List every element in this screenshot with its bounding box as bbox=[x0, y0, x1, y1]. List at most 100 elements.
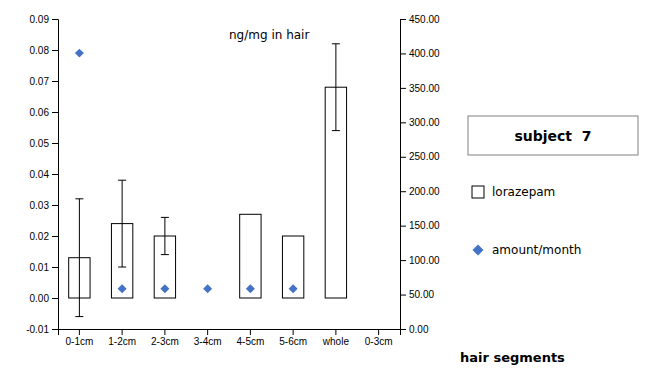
y-tick-mark bbox=[52, 174, 58, 175]
y2-tick: 350.00 bbox=[400, 83, 440, 94]
error-bar bbox=[332, 44, 340, 131]
title-box bbox=[468, 116, 638, 155]
point bbox=[246, 284, 255, 293]
bar bbox=[240, 214, 261, 298]
y2-tick: 150.00 bbox=[400, 220, 440, 231]
error-bar-cap bbox=[161, 217, 169, 218]
y-tick-label: 0.06 bbox=[30, 107, 50, 118]
x-tick: 3-4cm bbox=[194, 329, 222, 347]
y-tick-mark bbox=[52, 205, 58, 206]
x-tick-label: 1-2cm bbox=[108, 336, 136, 347]
y2-tick-label: 100.00 bbox=[409, 255, 440, 266]
bar bbox=[282, 236, 303, 298]
y2-tick-mark bbox=[400, 53, 406, 54]
y2-tick-label: 50.00 bbox=[409, 289, 434, 300]
point bbox=[203, 284, 212, 293]
y-tick-mark bbox=[52, 143, 58, 144]
error-bar bbox=[75, 199, 83, 317]
x-tick: 0-3cm bbox=[365, 329, 393, 347]
point-series bbox=[75, 49, 298, 294]
y-tick-label: 0.04 bbox=[30, 169, 50, 180]
error-bar bbox=[118, 180, 126, 267]
y2-tick-mark bbox=[400, 19, 406, 20]
y-tick-label: 0.08 bbox=[30, 45, 50, 56]
y2-tick-label: 450.00 bbox=[409, 14, 440, 25]
y2-tick: 0.00 bbox=[400, 324, 429, 335]
y-tick: 0.07 bbox=[30, 76, 58, 87]
error-bar-line bbox=[79, 199, 80, 317]
y-tick: 0.00 bbox=[30, 293, 58, 304]
y-label: ng/mg in hair bbox=[229, 28, 309, 42]
x-tick: 0-1cm bbox=[65, 329, 93, 347]
y-tick-mark bbox=[52, 329, 58, 330]
x-tick-mark bbox=[207, 329, 208, 335]
x-tick-mark bbox=[378, 329, 379, 335]
error-bar-cap bbox=[161, 254, 169, 255]
y2-tick-mark bbox=[400, 329, 406, 330]
y-tick-mark bbox=[52, 267, 58, 268]
y2-tick-mark bbox=[400, 191, 406, 192]
y-tick-label: 0.07 bbox=[30, 76, 50, 87]
x-tick: 1-2cm bbox=[108, 329, 136, 347]
x-tick-label: 0-1cm bbox=[65, 336, 93, 347]
point bbox=[118, 284, 127, 293]
y-tick-label: 0.05 bbox=[30, 138, 50, 149]
error-bar-cap bbox=[118, 267, 126, 268]
point bbox=[289, 284, 298, 293]
y2-tick: 250.00 bbox=[400, 151, 440, 162]
y-tick: 0.08 bbox=[30, 45, 58, 56]
point bbox=[75, 49, 84, 58]
y2-tick: 100.00 bbox=[400, 255, 440, 266]
y-tick-label: 0.01 bbox=[30, 262, 50, 273]
y2-tick-mark bbox=[400, 88, 406, 89]
legend-label: amount/month bbox=[492, 243, 581, 257]
y-tick-label: -0.01 bbox=[26, 324, 49, 335]
x-tick-mark bbox=[335, 329, 336, 335]
y-tick-mark bbox=[52, 50, 58, 51]
x-tick-mark bbox=[122, 329, 123, 335]
bar bbox=[197, 298, 218, 299]
y2-tick: 50.00 bbox=[400, 289, 434, 300]
x-tick-mark bbox=[164, 329, 165, 335]
x-tick-label: 0-3cm bbox=[365, 336, 393, 347]
y2-axis: 0.00 50.00 100.00 150.00 200.00 250.00 300.00 3… bbox=[400, 14, 440, 335]
y-tick: 0.04 bbox=[30, 169, 58, 180]
y2-tick-mark bbox=[400, 157, 406, 158]
x-tick-mark bbox=[293, 329, 294, 335]
x-tick-mark bbox=[79, 329, 80, 335]
x-tick-label: 2-3cm bbox=[151, 336, 179, 347]
error-bar-cap bbox=[332, 130, 340, 131]
x-tick: whole bbox=[322, 329, 350, 347]
point bbox=[160, 284, 169, 293]
y-tick-mark bbox=[52, 112, 58, 113]
x-tick-label: 4-5cm bbox=[236, 336, 264, 347]
y-tick: 0.01 bbox=[30, 262, 58, 273]
x-tick: 5-6cm bbox=[279, 329, 307, 347]
error-bar-line bbox=[122, 180, 123, 267]
error-bar-cap bbox=[332, 43, 340, 44]
y-tick-label: 0.09 bbox=[30, 14, 50, 25]
error-bar-cap bbox=[75, 316, 83, 317]
y-tick: 0.05 bbox=[30, 138, 58, 149]
y2-tick-label: 0.00 bbox=[409, 324, 429, 335]
y-tick: 0.09 bbox=[30, 14, 58, 25]
legend-symbol bbox=[472, 186, 484, 198]
error-bar-cap bbox=[75, 198, 83, 199]
y2-tick: 450.00 bbox=[400, 14, 440, 25]
x-axis-line bbox=[59, 330, 401, 336]
y-tick: -0.01 bbox=[26, 324, 58, 335]
x-axis: 0-1cm 1-2cm 2-3cm 3-4cm 4-5cm 5-6cm whole 0-3cm bbox=[59, 329, 401, 347]
legend-label: lorazepam bbox=[492, 185, 555, 199]
x-tick: 4-5cm bbox=[236, 329, 264, 347]
y2-tick: 400.00 bbox=[400, 48, 440, 59]
x-tick-label: 3-4cm bbox=[194, 336, 222, 347]
y-tick-mark bbox=[52, 19, 58, 20]
y2-tick-mark bbox=[400, 122, 406, 123]
y-tick-mark bbox=[52, 236, 58, 237]
plot-area bbox=[69, 44, 347, 317]
error-bar-cap bbox=[118, 180, 126, 181]
y2-tick: 300.00 bbox=[400, 117, 440, 128]
y-tick-label: 0.02 bbox=[30, 231, 50, 242]
y2-tick: 200.00 bbox=[400, 186, 440, 197]
y2-axis-line bbox=[401, 20, 407, 330]
